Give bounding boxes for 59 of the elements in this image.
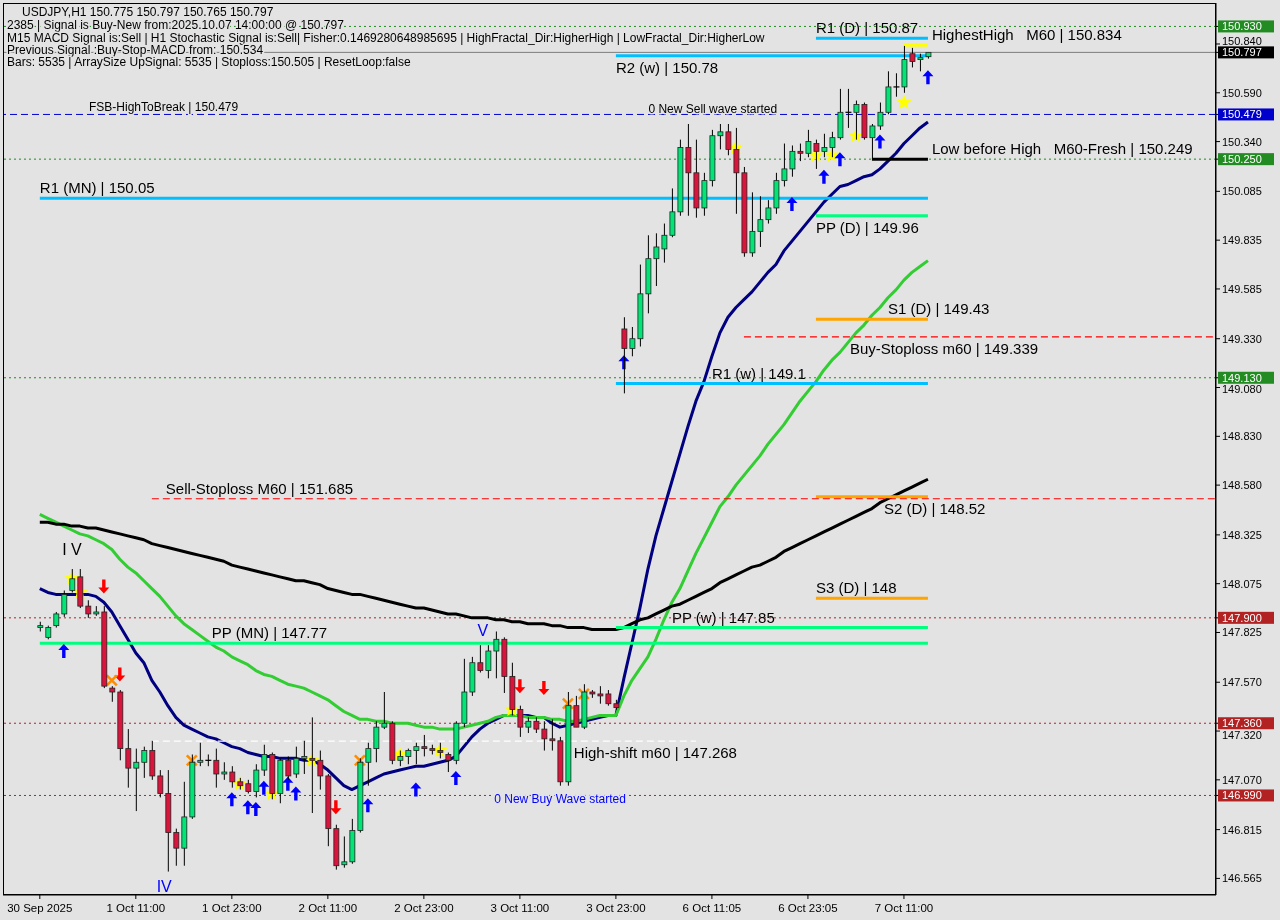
x-tick-label: 3 Oct 23:00	[586, 902, 646, 914]
y-tick-label: 150.340	[1222, 135, 1262, 148]
y-tick-label: 147.360	[1222, 717, 1262, 730]
x-tick-label: 6 Oct 23:05	[778, 902, 838, 914]
series-label: Sell-Stoploss M60 | 151.685	[165, 479, 354, 497]
y-tick-label: 148.830	[1222, 430, 1262, 443]
y-tick-label: 150.797	[1222, 46, 1262, 59]
y-tick-label: 147.070	[1222, 773, 1262, 786]
series-label: S2 (D) | 148.52	[883, 499, 986, 517]
series-label: R1 (MN) | 150.05	[39, 179, 155, 197]
series-label: Buy-Stoploss m60 | 149.339	[849, 339, 1039, 357]
y-tick-label: 150.250	[1222, 153, 1262, 166]
series-label: R1 (D) | 150.87	[815, 19, 919, 37]
series-label: S3 (D) | 148	[815, 579, 897, 597]
y-tick-label: 146.990	[1222, 789, 1262, 802]
annotation: I V	[62, 541, 83, 558]
y-tick-label: 147.900	[1222, 611, 1262, 624]
y-tick-label: 149.835	[1222, 234, 1262, 247]
annotation: 0 New Sell wave started	[648, 102, 778, 116]
series-label: PP (w) | 147.85	[671, 608, 775, 626]
y-tick-label: 146.815	[1222, 823, 1262, 836]
series-label: S1 (D) | 149.43	[887, 300, 990, 318]
series-label: PP (D) | 149.96	[815, 218, 919, 236]
y-tick-label: 149.330	[1222, 332, 1262, 345]
annotation: 0 New Buy Wave started	[494, 792, 626, 806]
x-tick-label: 7 Oct 11:00	[874, 902, 934, 914]
y-tick-label: 148.580	[1222, 479, 1262, 492]
series-label: R1 (w) | 149.1	[711, 364, 806, 382]
x-tick-label: 2 Oct 11:00	[298, 902, 358, 914]
x-tick-label: 1 Oct 23:00	[202, 902, 262, 914]
y-tick-label: 147.825	[1222, 626, 1262, 639]
chart-title: USDJPY,H1 150.775 150.797 150.765 150.797	[22, 5, 274, 19]
series-label: HighestHigh M60 | 150.834	[931, 26, 1122, 44]
y-tick-label: 149.585	[1222, 282, 1262, 295]
y-tick-label: 150.930	[1222, 20, 1262, 33]
series-label: PP (MN) | 147.77	[211, 624, 328, 642]
x-tick-label: 30 Sep 2025	[7, 902, 73, 914]
series-label: R2 (w) | 150.78	[615, 58, 719, 76]
x-tick-label: 6 Oct 11:05	[682, 902, 742, 914]
y-tick-label: 150.479	[1222, 108, 1262, 121]
y-tick-label: 148.075	[1222, 577, 1262, 590]
x-tick-label: 3 Oct 11:00	[490, 902, 550, 914]
annotation: V	[477, 622, 489, 639]
y-tick-label: 147.570	[1222, 676, 1262, 689]
y-tick-label: 147.320	[1222, 728, 1262, 741]
y-tick-label: 150.085	[1222, 185, 1262, 198]
x-tick-label: 1 Oct 11:00	[106, 902, 166, 914]
y-tick-label: 149.130	[1222, 371, 1262, 384]
legend-label: Low before High M60-Fresh | 150.249	[931, 140, 1193, 158]
annotation: 2385 | Signal is Buy-New from:2025.10.07 14:00:00 @ 150.797	[7, 18, 345, 32]
annotation: IV	[156, 878, 173, 895]
ref-line-label: FSB-HighToBreak | 150.479	[89, 100, 239, 115]
y-tick-label: 146.565	[1222, 872, 1262, 885]
y-tick-label: 150.840	[1222, 34, 1262, 47]
y-tick-label: 148.325	[1222, 528, 1262, 541]
y-tick-label: 149.080	[1222, 383, 1262, 396]
x-tick-label: 2 Oct 23:00	[394, 902, 454, 914]
series-label: High-shift m60 | 147.268	[573, 744, 737, 762]
y-tick-label: 150.590	[1222, 86, 1262, 99]
